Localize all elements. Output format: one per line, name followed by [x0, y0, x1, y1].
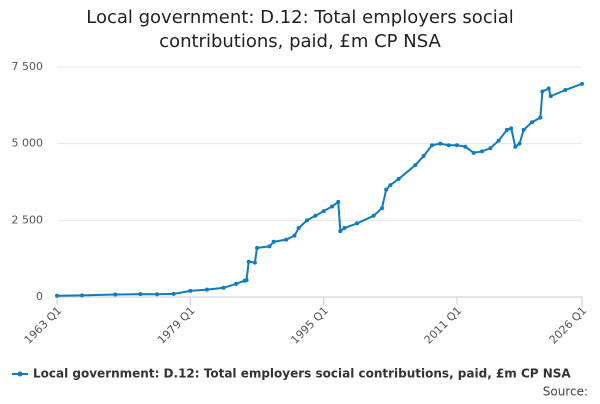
point [221, 285, 226, 290]
point [413, 163, 418, 168]
point [255, 245, 259, 250]
point [580, 81, 584, 86]
point [292, 233, 297, 238]
point [513, 144, 518, 149]
point [113, 292, 118, 297]
point [446, 143, 451, 148]
x-tick-label: 1963 Q1 [22, 304, 65, 347]
line [56, 82, 583, 297]
point [271, 239, 276, 244]
point [480, 149, 484, 154]
point [336, 199, 341, 204]
point [355, 221, 359, 226]
x-tick-label: 2011 Q1 [422, 304, 465, 347]
point [438, 141, 443, 146]
point [330, 204, 334, 209]
point [267, 244, 272, 249]
point [55, 293, 59, 298]
point [342, 226, 347, 230]
point [546, 86, 551, 91]
point [244, 278, 249, 283]
point [155, 292, 159, 297]
point [138, 292, 143, 297]
point [517, 141, 522, 146]
legend-marker [17, 371, 23, 377]
point [205, 287, 209, 292]
point [455, 143, 459, 148]
x-tick-label: 1979 Q1 [155, 304, 198, 347]
point [430, 143, 434, 148]
y-tick-label: 7 500 [12, 60, 44, 73]
point [521, 127, 526, 132]
point [530, 120, 534, 125]
point [305, 218, 309, 223]
point [246, 259, 251, 264]
point [284, 237, 289, 242]
point [313, 213, 318, 218]
legend: Local government: D.12: Total employers … [12, 367, 571, 381]
point [396, 176, 401, 181]
point [540, 89, 545, 94]
point [171, 291, 176, 296]
point [388, 183, 393, 188]
point [380, 206, 384, 211]
point [471, 150, 476, 155]
y-tick-label: 5 000 [12, 137, 44, 150]
source: Source: [543, 385, 588, 399]
point [188, 288, 193, 293]
point [421, 153, 426, 158]
point [338, 229, 343, 234]
point [384, 187, 389, 192]
point [371, 213, 376, 218]
point [548, 94, 553, 99]
chart-title: Local government: D.12: Total employers … [86, 7, 514, 52]
y-tick-label: 2 500 [12, 213, 44, 226]
point [296, 226, 301, 230]
point [496, 138, 501, 143]
point [488, 146, 493, 151]
point [463, 144, 468, 149]
point [252, 260, 257, 265]
point [505, 127, 509, 132]
point [234, 281, 239, 286]
point [509, 126, 514, 131]
point [80, 293, 84, 298]
y-tick-label: 0 [36, 290, 43, 303]
point [563, 88, 568, 92]
point [321, 209, 326, 214]
point [538, 115, 543, 120]
x-tick-label: 1995 Q1 [288, 304, 331, 347]
x-tick-label: 2026 Q1 [547, 304, 590, 347]
legend-label: Local government: D.12: Total employers … [33, 367, 571, 381]
